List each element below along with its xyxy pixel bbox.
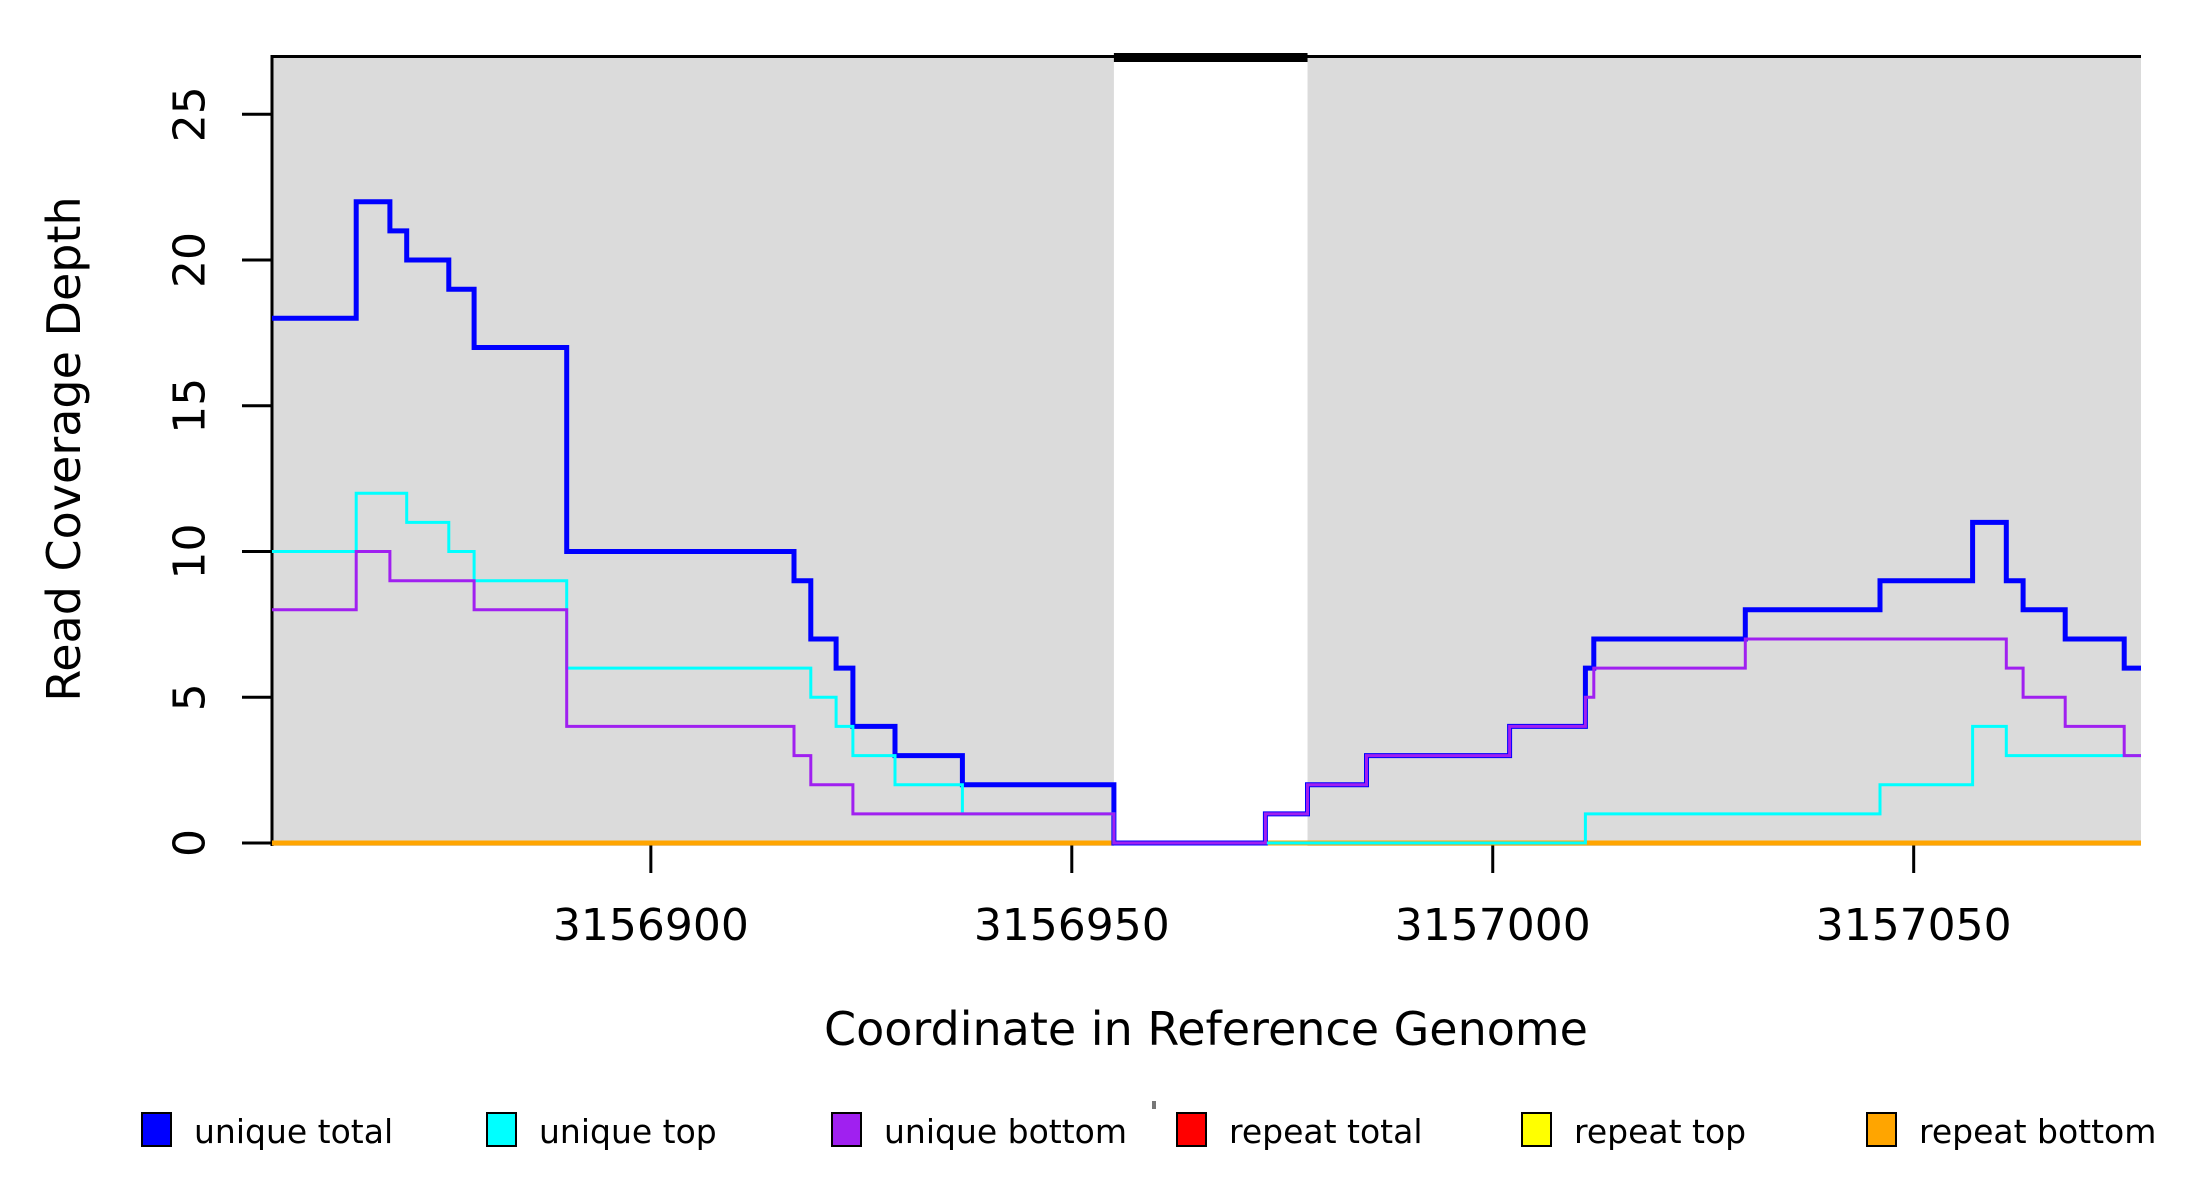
y-tick-label: 10: [165, 524, 216, 580]
y-axis-title: Read Coverage Depth: [37, 196, 91, 701]
legend-label-unique-total: unique total: [194, 1112, 393, 1151]
y-tick-label: 25: [165, 86, 216, 142]
y-tick-label: 5: [165, 683, 216, 711]
legend-label-unique-bottom: unique bottom: [884, 1112, 1127, 1151]
legend-swatch-repeat-total: [1176, 1112, 1207, 1147]
legend-swatch-unique-top: [486, 1112, 517, 1147]
y-tick-label: 15: [165, 378, 216, 434]
y-tick-label: 20: [165, 232, 216, 288]
x-tick-label: 3157000: [1395, 900, 1591, 951]
x-tick-label: 3156900: [553, 900, 749, 951]
legend-swatch-unique-bottom: [831, 1112, 862, 1147]
repeat-region-bar: [1113, 53, 1308, 62]
y-tick-label: 0: [165, 829, 216, 857]
legend-label-unique-top: unique top: [539, 1112, 717, 1151]
legend-swatch-unique-total: [141, 1112, 172, 1147]
legend-label-repeat-bottom: repeat bottom: [1919, 1112, 2156, 1151]
x-tick-label: 3156950: [974, 900, 1170, 951]
x-axis-title: Coordinate in Reference Genome: [824, 1002, 1588, 1056]
x-tick-label: 3157050: [1816, 900, 2012, 951]
stray-mark: [1152, 1101, 1156, 1109]
unique-region-shade: [272, 56, 1114, 846]
series-unique-bottom: [272, 550, 2141, 845]
legend-swatch-repeat-top: [1521, 1112, 1552, 1147]
legend-label-repeat-top: repeat top: [1574, 1112, 1746, 1151]
legend-label-repeat-total: repeat total: [1229, 1112, 1423, 1151]
series-unique-top: [272, 491, 2141, 845]
unique-region-shade: [1307, 56, 2141, 846]
legend-swatch-repeat-bottom: [1866, 1112, 1897, 1147]
